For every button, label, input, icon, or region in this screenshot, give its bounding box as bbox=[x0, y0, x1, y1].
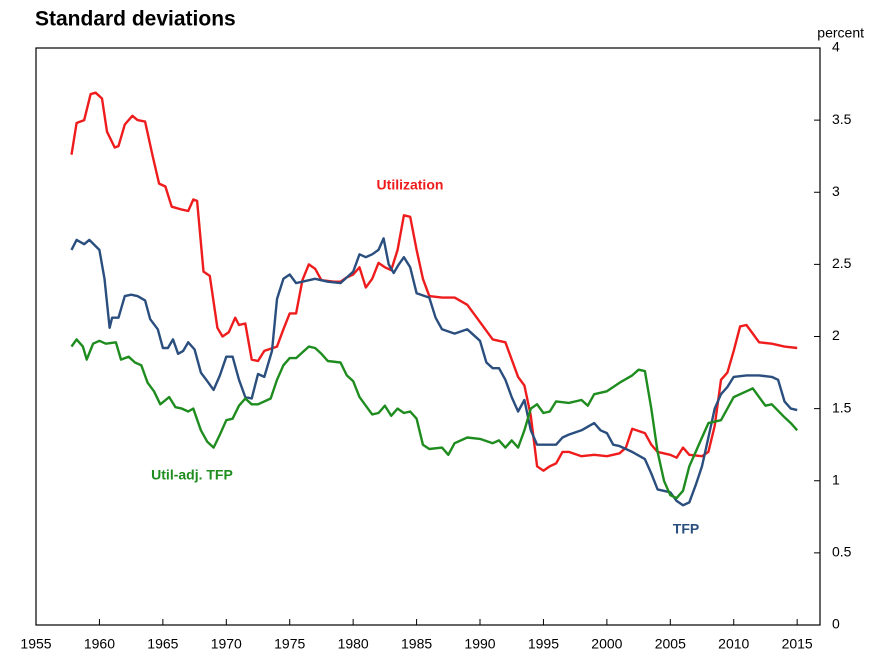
y-tick-label: 2 bbox=[832, 327, 840, 343]
y-tick-label: 2.5 bbox=[832, 255, 852, 271]
y-tick-label: 1 bbox=[832, 471, 840, 487]
series-line bbox=[70, 237, 798, 507]
y-tick-label: 3.5 bbox=[832, 111, 852, 127]
x-tick-label: 2000 bbox=[591, 636, 622, 652]
x-tick-label: 2005 bbox=[655, 636, 686, 652]
x-tick-label: 1960 bbox=[84, 636, 115, 652]
series-line bbox=[70, 338, 799, 500]
x-tick-label: 1990 bbox=[464, 636, 495, 652]
y-tick-label: 0.5 bbox=[832, 544, 852, 560]
series-label: Utilization bbox=[377, 177, 444, 193]
chart-title: Standard deviations bbox=[35, 8, 236, 31]
y-tick-label: 3 bbox=[832, 183, 840, 199]
x-tick-label: 1965 bbox=[147, 636, 178, 652]
x-tick-label: 2015 bbox=[782, 636, 813, 652]
series-line bbox=[70, 91, 798, 472]
series-label: Util-adj. TFP bbox=[151, 467, 233, 483]
y-tick-label: 4 bbox=[832, 39, 840, 55]
x-tick-label: 1985 bbox=[401, 636, 432, 652]
y-tick-label: 1.5 bbox=[832, 399, 852, 415]
plot-frame bbox=[35, 47, 821, 626]
x-tick-label: 2010 bbox=[718, 636, 749, 652]
y-tick-label: 0 bbox=[832, 616, 840, 632]
series-label: TFP bbox=[673, 521, 699, 537]
x-tick-label: 1975 bbox=[274, 636, 305, 652]
x-tick-label: 1955 bbox=[20, 636, 51, 652]
y-axis-label: percent bbox=[817, 25, 864, 41]
x-tick-label: 1995 bbox=[528, 636, 559, 652]
x-tick-label: 1980 bbox=[338, 636, 369, 652]
x-tick-label: 1970 bbox=[211, 636, 242, 652]
